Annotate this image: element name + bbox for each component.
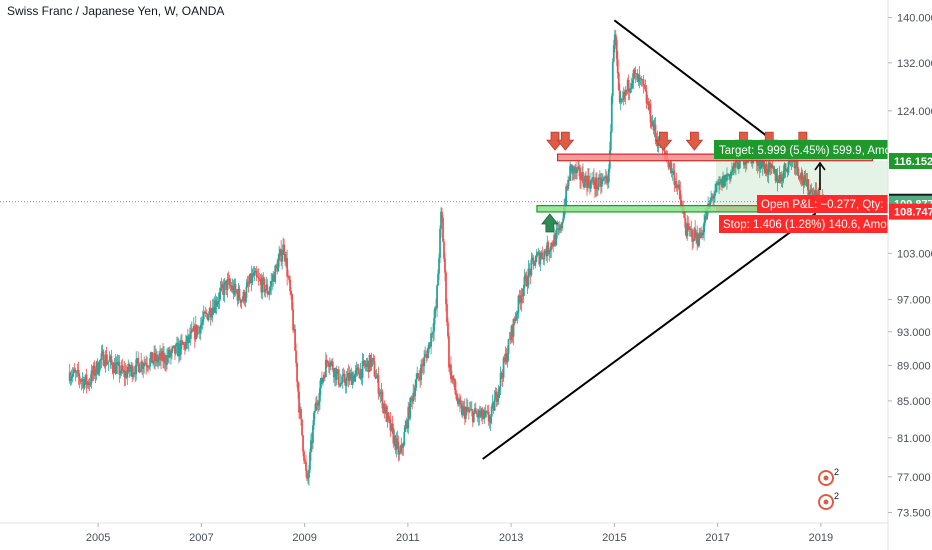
time-tick-label: 2015 <box>602 532 626 544</box>
price-tick-label: 132.000 <box>897 58 932 70</box>
price-label-text: 108.747 <box>894 207 932 219</box>
price-tick-label: 103.000 <box>897 248 932 260</box>
candle-body <box>302 435 304 451</box>
candle-body <box>617 59 619 73</box>
price-tick-label: 77.000 <box>897 472 931 484</box>
candle-body <box>346 377 348 386</box>
time-tick-label: 2005 <box>86 532 110 544</box>
candle-body <box>281 255 283 262</box>
candle <box>473 412 475 423</box>
candle-body <box>208 314 210 319</box>
candle-body <box>295 351 297 363</box>
time-tick-label: 2011 <box>396 532 420 544</box>
time-tick-label: 2009 <box>292 532 316 544</box>
stop-text: Stop: 1.406 (1.28%) 140.6, Amount: <box>723 219 906 231</box>
chart-title: Swiss Franc / Japanese Yen, W, OANDA <box>7 4 224 18</box>
candle <box>442 215 444 242</box>
pnl-label[interactable]: Open P&L: −0.277, Qty: 177 <box>757 195 906 213</box>
target-text: Target: 5.999 (5.45%) 599.9, Amount <box>719 145 908 157</box>
event-badge-dot <box>824 476 829 481</box>
target-label[interactable]: Target: 5.999 (5.45%) 599.9, Amount <box>714 140 908 159</box>
price-tick-label: 81.000 <box>897 433 931 445</box>
candle-body <box>610 132 612 150</box>
candle-body <box>494 399 496 411</box>
candle-body <box>314 411 316 413</box>
candle-body <box>423 357 425 366</box>
candle <box>301 419 303 436</box>
candle-body <box>403 432 405 445</box>
candle-body <box>197 327 199 334</box>
candle-body <box>436 286 438 309</box>
candle-body <box>508 339 510 354</box>
time-tick-label: 2017 <box>705 532 729 544</box>
candle-body <box>415 379 417 388</box>
pnl-text: Open P&L: −0.277, Qty: 177 <box>761 199 906 211</box>
event-badge-dot <box>824 500 829 505</box>
price-label: 108.747 <box>889 204 932 220</box>
candle-body <box>643 79 645 85</box>
candle-body <box>301 419 303 435</box>
price-label: 116.152 <box>889 153 932 169</box>
price-tick-label: 73.500 <box>897 507 931 519</box>
candle-body <box>534 262 536 266</box>
candle-body <box>239 289 241 299</box>
price-tick-label: 89.000 <box>897 361 931 373</box>
event-badge-count: 2 <box>834 467 839 477</box>
price-tick-label: 85.000 <box>897 396 931 408</box>
candle-body <box>338 369 340 384</box>
candle-body <box>448 336 450 367</box>
price-label-text: 116.152 <box>894 156 932 168</box>
price-tick-label: 93.000 <box>897 327 931 339</box>
time-tick-label: 2013 <box>499 532 523 544</box>
price-tick-label: 97.000 <box>897 294 931 306</box>
candle-body <box>296 363 298 382</box>
time-tick-label: 2019 <box>809 532 833 544</box>
candle-body <box>532 258 534 261</box>
candle-body <box>253 272 255 276</box>
price-tick-label: 124.000 <box>897 106 932 118</box>
stop-label[interactable]: Stop: 1.406 (1.28%) 140.6, Amount: <box>719 215 906 233</box>
price-tick-label: 140.000 <box>897 13 932 25</box>
candle-body <box>442 218 444 242</box>
time-tick-label: 2007 <box>189 532 213 544</box>
candle-body <box>300 409 302 419</box>
candle-body <box>541 253 543 259</box>
event-badge-count: 2 <box>834 491 839 501</box>
candle-body <box>246 286 248 298</box>
candle-body <box>612 61 614 96</box>
candle-body <box>358 367 360 374</box>
